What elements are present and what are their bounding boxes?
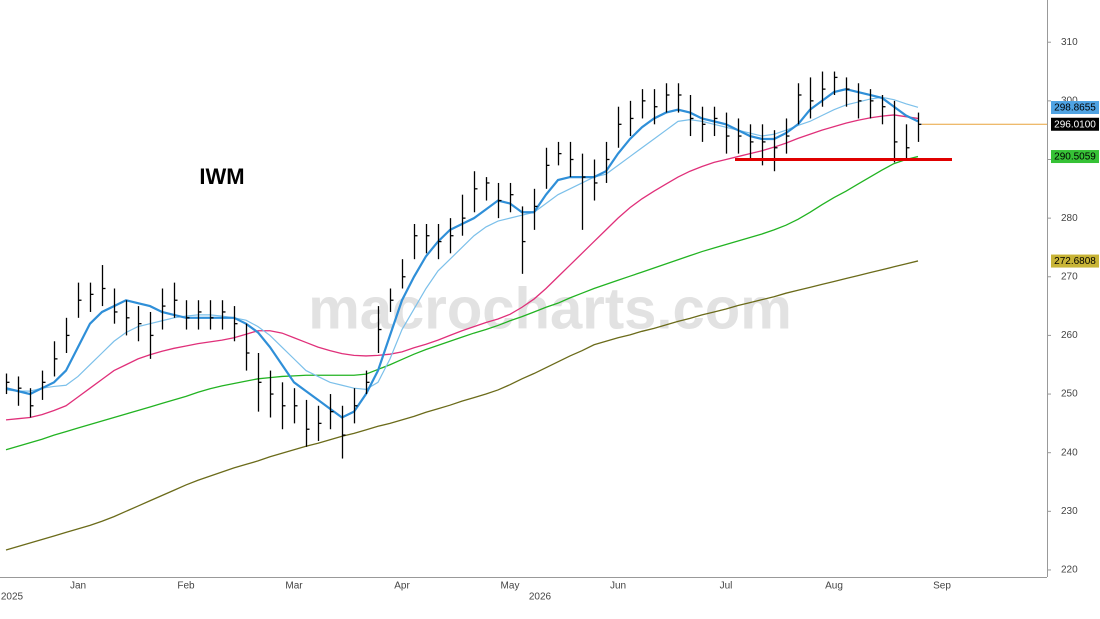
watermark: macrocharts.com (308, 276, 792, 341)
x-tick-label: Jan (70, 581, 86, 592)
x-tick-label: Jul (720, 581, 733, 592)
ma-line (5, 114, 919, 421)
ticker-annotation: IWM (199, 164, 244, 189)
price-label: 296.0100 (1054, 119, 1096, 130)
x-tick-label: Sep (933, 581, 951, 592)
price-label: 290.5059 (1054, 152, 1096, 163)
y-tick-label: 250 (1061, 389, 1078, 400)
y-tick-label: 310 (1061, 37, 1078, 48)
x-tick-label: Mar (285, 581, 303, 592)
ma-line (5, 96, 919, 392)
y-tick-label: 260 (1061, 330, 1078, 341)
x-year-label: 2026 (529, 592, 552, 603)
x-tick-label: Feb (177, 581, 195, 592)
y-tick-label: 300 (1061, 95, 1078, 106)
price-label-box (1051, 254, 1099, 268)
price-label: 272.6808 (1054, 256, 1096, 267)
y-tick-label: 230 (1061, 506, 1078, 517)
y-tick-label: 280 (1061, 213, 1078, 224)
ma-line (5, 260, 919, 551)
price-label-box (1051, 117, 1099, 131)
ma-line (5, 87, 919, 419)
x-tick-label: Aug (825, 581, 843, 592)
x-year-label: 2025 (1, 592, 24, 603)
ma-line (5, 155, 919, 451)
price-label-box (1051, 150, 1099, 164)
x-tick-label: May (501, 581, 520, 592)
y-tick-label: 270 (1061, 271, 1078, 282)
price-label-box (1051, 101, 1099, 115)
x-tick-label: Jun (610, 581, 626, 592)
x-tick-label: Apr (394, 581, 410, 592)
y-tick-label: 220 (1061, 565, 1078, 576)
y-tick-label: 240 (1061, 447, 1078, 458)
price-label: 298.8655 (1054, 103, 1096, 114)
